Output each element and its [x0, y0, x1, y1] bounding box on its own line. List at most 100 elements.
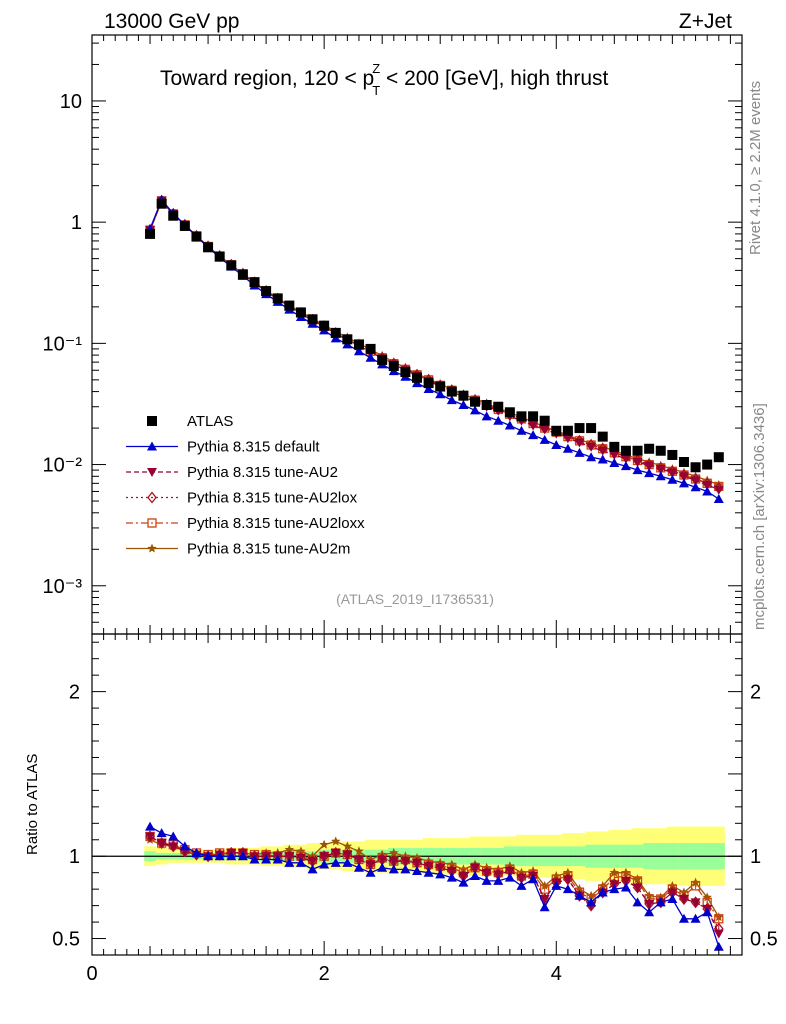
legend-marker-ATLAS [147, 416, 157, 426]
analysis-tag: (ATLAS_2019_I1736531) [336, 591, 494, 607]
ratio-point-AU2m [609, 867, 620, 877]
data-point-ATLAS [493, 401, 504, 412]
data-point-ATLAS [295, 307, 306, 318]
data-point-default [597, 454, 608, 464]
ratio-point-AU2 [562, 875, 573, 885]
ratio-point-default [446, 872, 457, 882]
ratio-point-default [319, 859, 330, 869]
data-point-default [423, 384, 434, 394]
data-point-ATLAS [191, 231, 202, 242]
legend-marker-default [147, 441, 157, 451]
ratio-point-default [284, 857, 295, 867]
data-point-default [539, 434, 550, 444]
data-point-ATLAS [423, 378, 434, 389]
data-point-ATLAS [168, 210, 179, 221]
data-point-ATLAS [586, 423, 597, 434]
ratio-point-AU2m [354, 846, 364, 856]
data-point-default [586, 452, 597, 462]
ratio-point-AU2 [353, 855, 364, 865]
ratio-point-AU2 [388, 857, 399, 867]
data-point-AU2 [574, 438, 585, 448]
data-point-ATLAS [435, 381, 446, 392]
data-point-AU2 [609, 450, 620, 460]
legend-label-AU2: Pythia 8.315 tune-AU2 [187, 464, 338, 481]
data-point-default [481, 411, 492, 421]
ratio-point-AU2 [156, 839, 167, 849]
ratio-point-default [504, 872, 515, 882]
legend-marker-AU2 [147, 468, 157, 477]
ratio-point-default [249, 854, 260, 864]
ratio-panel-frame [91, 633, 743, 956]
series-ATLAS [145, 198, 724, 473]
ratio-point-default [377, 862, 388, 872]
data-point-default [435, 389, 446, 399]
data-point-default [562, 443, 573, 453]
data-point-ATLAS [702, 459, 713, 470]
mcplots-label: mcplots.cern.ch [arXiv:1306.3436] [751, 403, 768, 630]
data-point-ATLAS [446, 386, 457, 397]
data-point-ATLAS [400, 367, 411, 378]
ratio-point-default [179, 841, 190, 851]
data-point-ATLAS [156, 198, 167, 209]
ratio-point-default [295, 857, 306, 867]
data-point-AU2 [655, 464, 666, 474]
ratio-point-default [597, 887, 608, 897]
legend-label-AU2m: Pythia 8.315 tune-AU2m [187, 541, 350, 558]
ratio-point-AU2 [678, 895, 689, 905]
ratio-point-default [307, 864, 318, 874]
data-point-default [458, 400, 469, 410]
main-y-tick-label: 10⁻² [43, 455, 83, 477]
chart-title-sup: Z [372, 61, 380, 76]
data-point-AU2 [597, 446, 608, 456]
chart-title-sub: T [372, 83, 380, 98]
data-point-ATLAS [504, 407, 515, 418]
ratio-point-AU2 [435, 863, 446, 873]
data-point-ATLAS [377, 354, 388, 365]
ratio-point-AU2 [458, 871, 469, 881]
ratio-point-AU2m [702, 892, 712, 902]
data-point-ATLAS [528, 411, 539, 422]
ratio-point-AU2 [400, 857, 411, 867]
ratio-point-default [528, 874, 539, 884]
series-line-AU2 [149, 199, 720, 491]
data-point-ATLAS [237, 269, 248, 280]
data-point-default [690, 482, 701, 492]
ratio-point-AU2 [516, 873, 527, 883]
data-point-ATLAS [609, 441, 620, 452]
ratio-point-AU2 [365, 860, 376, 870]
data-point-ATLAS [667, 449, 678, 460]
data-point-default [493, 415, 504, 425]
legend-label-AU2loxx: Pythia 8.315 tune-AU2loxx [187, 515, 365, 532]
ratio-point-AU2loxx [690, 881, 701, 891]
data-point-default [504, 420, 515, 430]
legend: ATLAS Pythia 8.315 default Pythia 8.315 tu… [126, 413, 365, 558]
ratio-point-AU2 [412, 858, 422, 868]
ratio-point-default [226, 851, 237, 861]
rivet-version-label: Rivet 4.1.0, ≥ 2.2M events [747, 81, 764, 255]
data-point-ATLAS [562, 425, 573, 436]
ratio-series-default [145, 821, 724, 951]
data-point-ATLAS [226, 260, 237, 271]
ratio-point-AU2 [168, 842, 179, 852]
ratio-point-default [214, 851, 225, 861]
data-point-ATLAS [713, 452, 724, 463]
data-point-default [667, 474, 678, 484]
data-point-ATLAS [388, 361, 399, 372]
ratio-point-default [702, 907, 713, 917]
ratio-point-AU2 [504, 867, 515, 877]
data-point-ATLAS [179, 220, 190, 231]
main-panel: 10 1 10⁻¹ 10⁻² 10⁻³ [43, 34, 743, 635]
data-point-AU2 [667, 468, 678, 478]
ratio-point-default [237, 851, 248, 861]
ratio-point-default [470, 870, 481, 880]
ratio-point-default [423, 867, 434, 877]
data-point-AU2 [528, 421, 539, 431]
ratio-point-default [261, 854, 272, 864]
chart-title: Toward region, 120 < pZ T < 200 [GeV], hi… [160, 61, 609, 98]
data-point-ATLAS [307, 314, 318, 325]
main-y-tick-label: 10⁻¹ [43, 333, 83, 355]
ratio-point-default [458, 877, 469, 887]
ratio-point-default [586, 897, 597, 907]
ratio-point-AU2 [284, 852, 295, 862]
ratio-point-default [388, 864, 399, 874]
